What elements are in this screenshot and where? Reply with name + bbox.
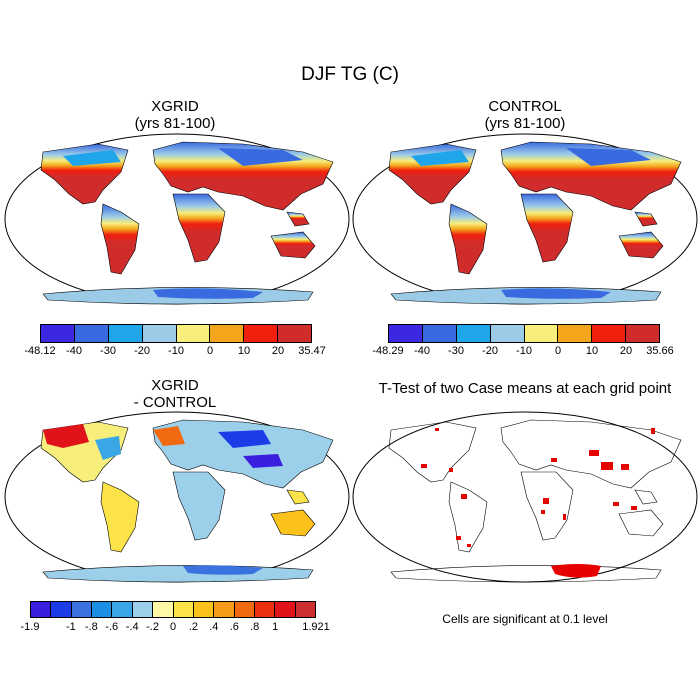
colorbar-tick-label: 20 <box>619 345 633 357</box>
panel-title-control: CONTROL (yrs 81-100) <box>350 98 700 132</box>
colorbar-swatch <box>244 325 279 342</box>
colorbar-tick-label: .4 <box>209 621 219 633</box>
colorbar-swatch <box>210 325 245 342</box>
colorbar-tick-label: -10 <box>168 345 184 357</box>
colorbar-swatch <box>490 325 525 342</box>
map-xgrid <box>3 132 351 306</box>
map-ttest <box>351 410 699 584</box>
colorbar-swatch <box>132 602 154 617</box>
colorbar-tick-label: 0 <box>554 345 562 357</box>
panel-title-line1: CONTROL <box>488 98 562 115</box>
colorbar-tick-label: -20 <box>482 345 498 357</box>
colorbar-swatch <box>592 325 627 342</box>
colorbar-swatch <box>193 602 215 617</box>
colorbar-swatch <box>278 325 311 342</box>
colorbar-swatch <box>71 602 93 617</box>
figure-title: DJF TG (C) <box>301 64 399 85</box>
colorbar-tick-label: -.2 <box>146 621 159 633</box>
colorbar-swatch <box>173 602 194 617</box>
colorbar-tick-label: 35.47 <box>298 345 326 357</box>
colorbar-swatch <box>51 602 72 617</box>
panel-title-xgrid: XGRID (yrs 81-100) <box>0 98 350 132</box>
colorbar-swatch <box>74 325 109 342</box>
colorbar-swatch <box>31 602 52 617</box>
colorbar-tick-label: -.4 <box>125 621 139 633</box>
colorbar-tick-label: -48.29 <box>372 345 404 357</box>
colorbar-tick-label: 35.66 <box>646 345 674 357</box>
colorbar-swatch <box>558 325 593 342</box>
colorbar-swatch <box>214 602 235 617</box>
colorbar-tick-label: 0 <box>206 345 214 357</box>
colorbar-tick-label: .8 <box>250 621 260 633</box>
colorbar-tick-label: 10 <box>585 345 599 357</box>
colorbar-tick-label: -48.12 <box>24 345 56 357</box>
colorbar-tick-label: -.8 <box>84 621 98 633</box>
panel-title-difference: XGRID - CONTROL <box>0 377 350 411</box>
antarctica <box>42 287 314 305</box>
antarctica <box>390 287 662 305</box>
colorbar-tick-label: -30 <box>448 345 464 357</box>
colorbar-swatch <box>456 325 491 342</box>
colorbar-tick-label: 1.921 <box>302 621 330 633</box>
colorbar-tick-label: -40 <box>414 345 430 357</box>
panel-title-line2: (yrs 81-100) <box>484 115 566 132</box>
colorbar-swatch <box>295 602 316 617</box>
colorbar-tick-label: 10 <box>237 345 251 357</box>
panel-title-line1: XGRID <box>151 377 199 394</box>
map-control <box>351 132 699 306</box>
colorbar-swatch <box>112 602 133 617</box>
colorbar-tick-label: -30 <box>100 345 116 357</box>
colorbar-difference <box>30 601 316 618</box>
colorbar-swatch <box>524 325 559 342</box>
colorbar-tick-label: -.6 <box>105 621 119 633</box>
colorbar-swatch <box>422 325 457 342</box>
colorbar-labels-xgrid: -48.12 -40 -30 -20 -10 0 10 20 35.47 <box>24 345 325 359</box>
panel-title-line1: XGRID <box>151 98 199 115</box>
colorbar-swatch <box>176 325 211 342</box>
colorbar-tick-label: .6 <box>229 621 239 633</box>
colorbar-tick-label: -1 <box>65 621 76 633</box>
colorbar-tick-label: 20 <box>271 345 285 357</box>
colorbar-tick-label: .2 <box>188 621 199 633</box>
colorbar-tick-label: -1.9 <box>20 621 40 633</box>
coastlines <box>388 419 682 583</box>
colorbar-labels-difference: -1.9 -1 -.8 -.6 -.4 -.2 0 .2 .4 .6 .8 1 1.921 <box>21 621 330 635</box>
map-difference <box>3 410 351 584</box>
panel-title-ttest: T-Test of two Case means at each grid po… <box>378 380 672 397</box>
colorbar-swatch <box>92 602 113 617</box>
colorbar-xgrid <box>40 324 312 343</box>
colorbar-swatch <box>234 602 255 617</box>
panel-title-line2: - CONTROL <box>133 394 217 411</box>
significant-cells <box>421 428 655 578</box>
colorbar-swatch <box>153 602 174 617</box>
colorbar-tick-label: 1 <box>272 621 279 633</box>
significance-note: Cells are significant at 0.1 level <box>442 612 608 626</box>
colorbar-tick-label: 0 <box>169 621 177 633</box>
colorbar-swatch <box>626 325 659 342</box>
colorbar-swatch <box>275 602 296 617</box>
colorbar-labels-control: -48.29 -40 -30 -20 -10 0 10 20 35.66 <box>372 345 673 359</box>
colorbar-tick-label: -20 <box>134 345 150 357</box>
colorbar-swatch <box>142 325 177 342</box>
colorbar-swatch <box>108 325 143 342</box>
colorbar-swatch <box>254 602 276 617</box>
colorbar-swatch <box>41 325 75 342</box>
panel-title-line2: (yrs 81-100) <box>134 115 216 132</box>
colorbar-control <box>388 324 660 343</box>
colorbar-tick-label: -40 <box>66 345 82 357</box>
colorbar-tick-label: -10 <box>516 345 532 357</box>
colorbar-swatch <box>389 325 423 342</box>
